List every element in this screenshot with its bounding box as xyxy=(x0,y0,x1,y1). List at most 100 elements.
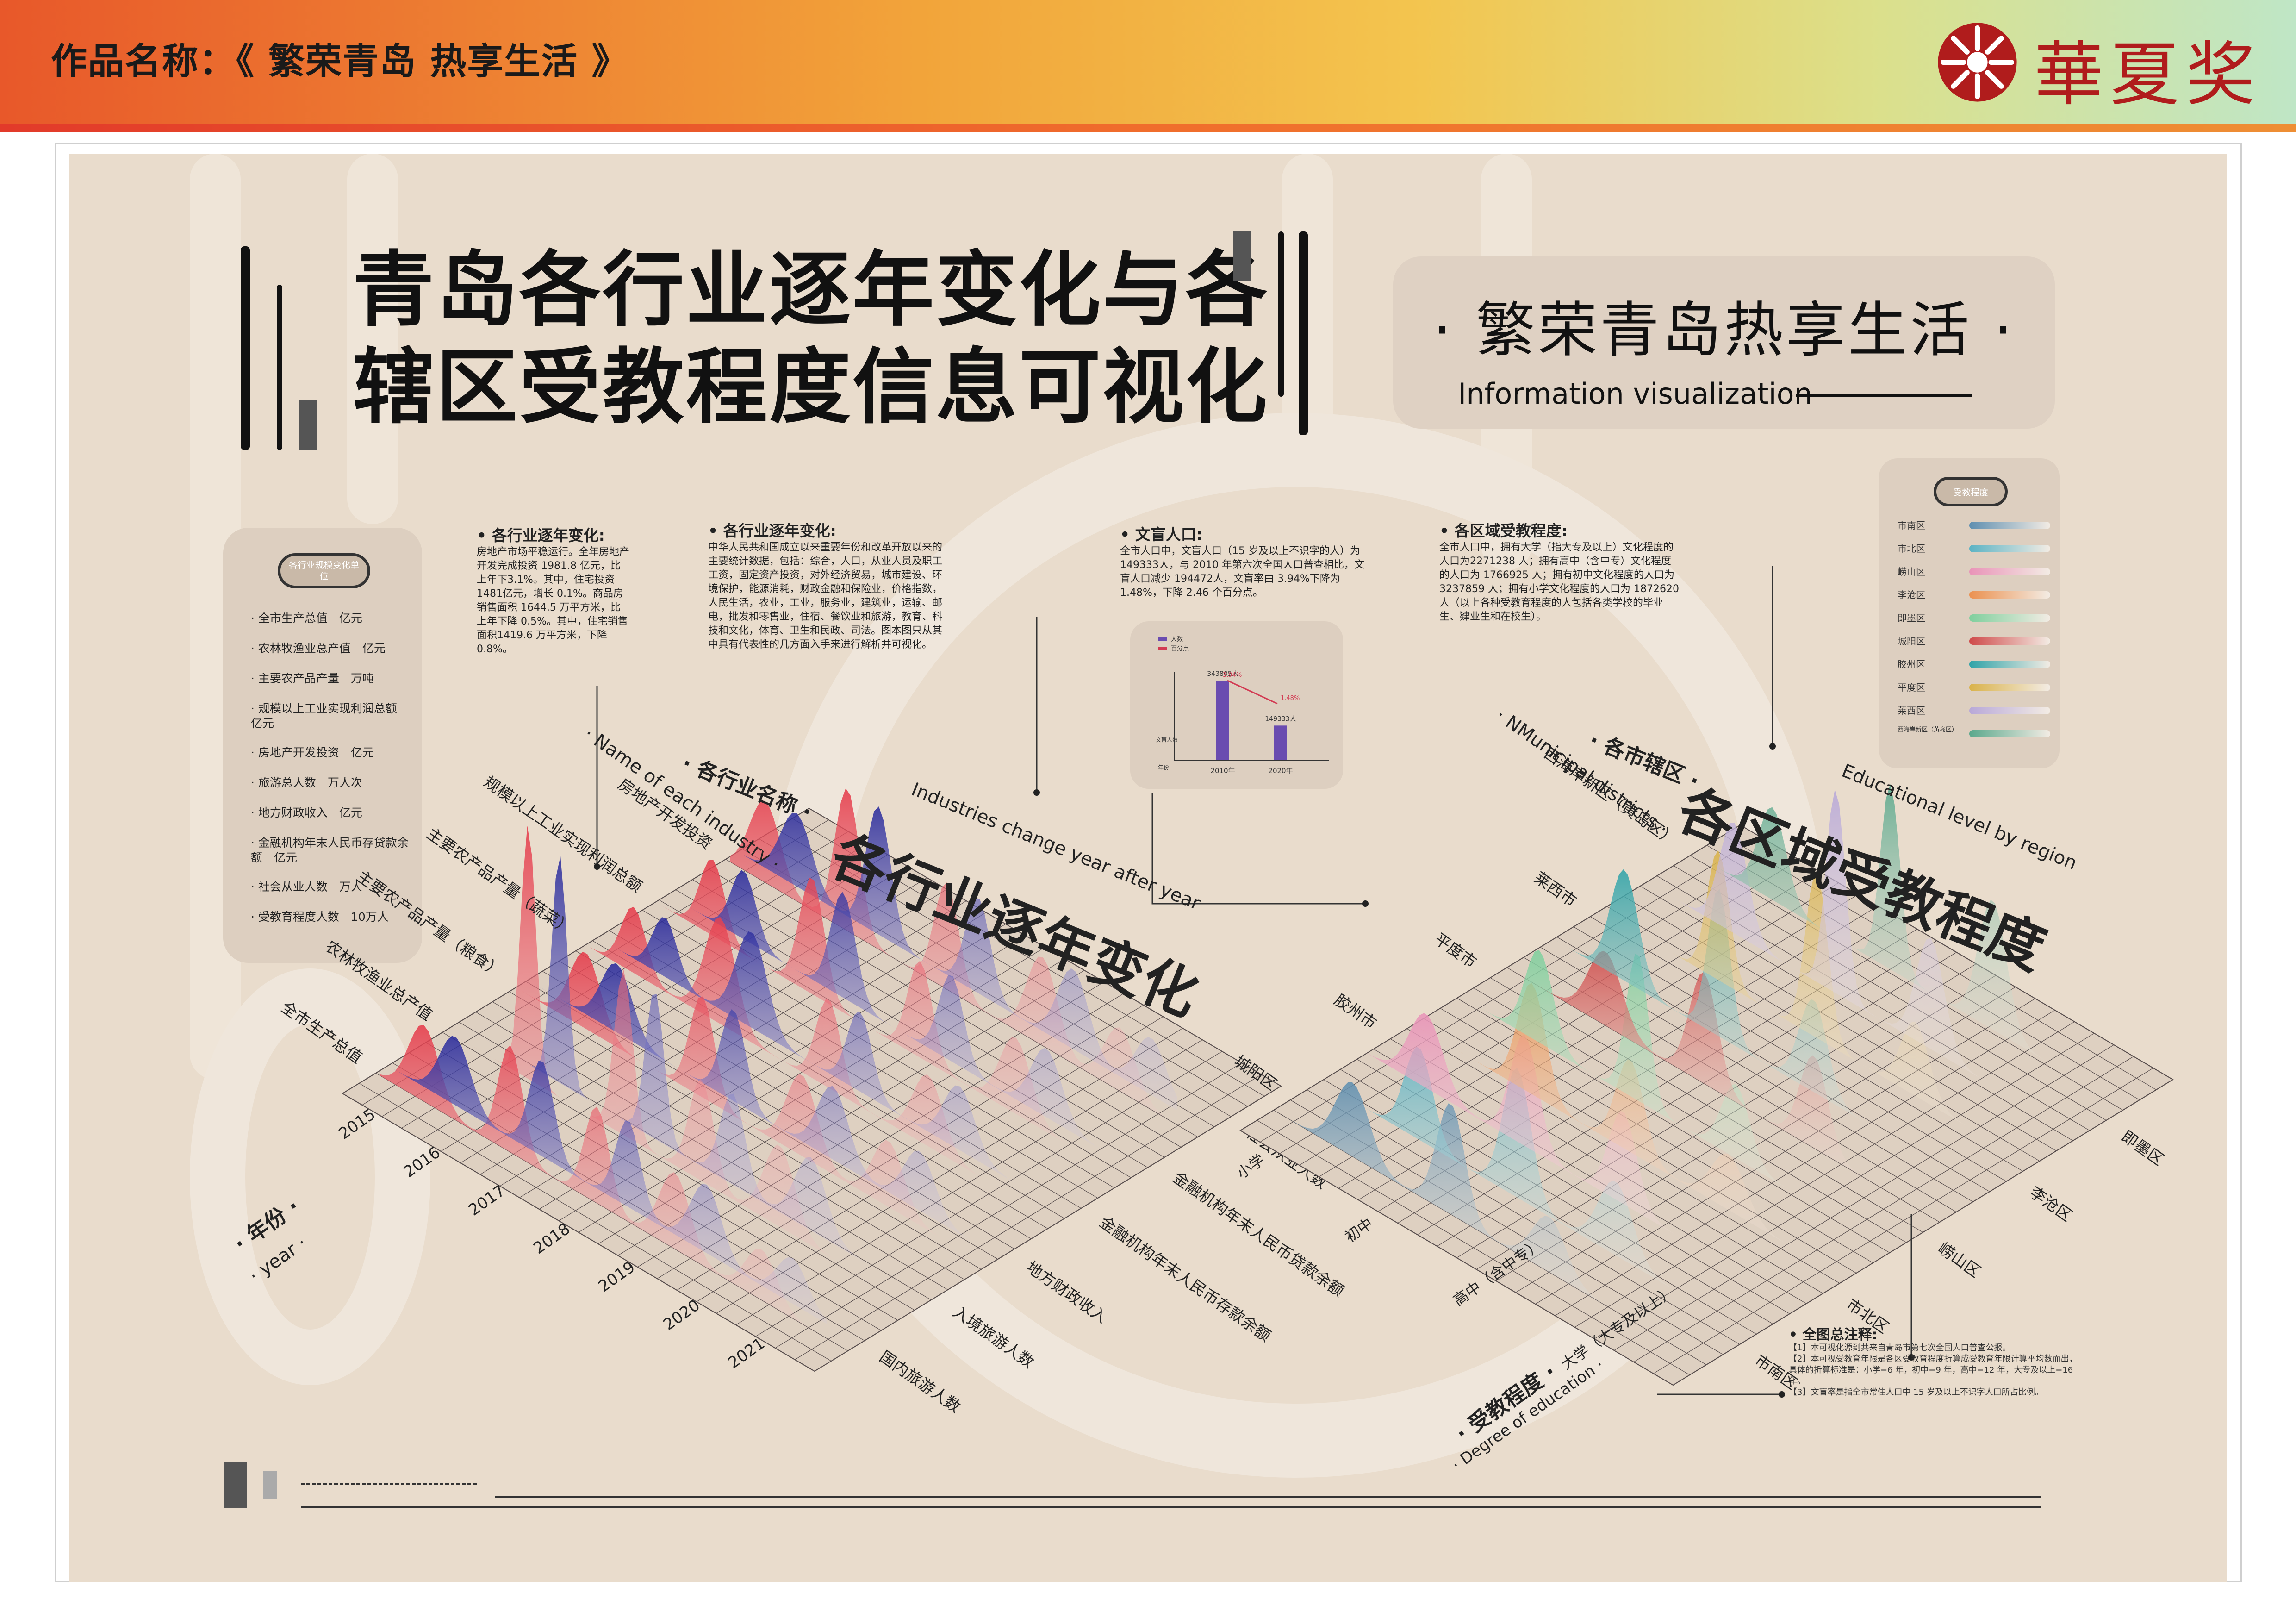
region-legend-name: 城阳区 xyxy=(1898,636,1925,647)
leader-dot xyxy=(1033,789,1040,796)
bar xyxy=(1274,725,1287,760)
region-legend-row: 即墨区 xyxy=(1898,609,2050,627)
education-ridge xyxy=(1600,850,1994,1142)
deco-stripe xyxy=(347,154,398,524)
info-title: 各行业逐年变化: xyxy=(477,528,629,543)
region-legend-name: 西海岸新区（黄岛区） xyxy=(1898,726,1958,733)
education-ridge xyxy=(1320,1047,1714,1313)
industry-col-label: 国内旅游人数 xyxy=(876,1348,964,1417)
industry-col-label: 入境旅游人数 xyxy=(949,1303,1037,1372)
industry-ridge xyxy=(394,1036,827,1324)
education-tick-label: 小学 xyxy=(1233,1151,1268,1182)
district-row-label: 莱西市 xyxy=(1531,868,1580,911)
poster: 青岛各行业逐年变化与各 辖区受教程度信息可视化 · 繁荣青岛热享生活 · Inf… xyxy=(69,154,2227,1582)
district-col-label: 李沧区 xyxy=(2026,1183,2075,1225)
region-legend-swatch xyxy=(1969,614,2050,622)
title-bar xyxy=(1299,231,1308,435)
industry-col-label: 地方财政收入 xyxy=(1023,1258,1111,1327)
subtitle-line xyxy=(1796,394,1972,397)
info-block-illiteracy: 文盲人口: 全市人口中，文盲人口（15 岁及以上不识字的人）为 149333人，… xyxy=(1120,527,1370,600)
info-text: 全市人口中，拥有大学（指大专及以上）文化程度的人口为2271238 人；拥有高中… xyxy=(1439,542,1679,623)
region-legend-name: 崂山区 xyxy=(1898,566,1925,577)
bar xyxy=(1216,681,1229,760)
region-legend-swatch xyxy=(1969,545,2050,552)
grid-line xyxy=(342,1093,815,1372)
legend-item: 房地产开发投资 亿元 xyxy=(251,745,417,760)
region-legend-row: 市南区 xyxy=(1898,516,2050,535)
tick-label: 2010年 xyxy=(1210,767,1235,775)
region-legend-row: 平度区 xyxy=(1898,678,2050,697)
data-label: 343805人 xyxy=(1207,670,1238,678)
banner-divider xyxy=(0,124,2296,132)
region-legend-swatch xyxy=(1969,707,2050,714)
region-legend-row: 胶州区 xyxy=(1898,655,2050,674)
region-legend-name: 即墨区 xyxy=(1898,612,1925,624)
industry-ridge xyxy=(604,917,1037,1196)
info-text: 房地产市场平稳运行。全年房地产开发完成投资 1981.8 亿元，比上年下3.1%… xyxy=(477,546,630,655)
grid-line xyxy=(1490,977,1923,1233)
leader-line xyxy=(1151,793,1365,905)
region-legend-name: 平度区 xyxy=(1898,682,1925,693)
info-text: 全市人口中，文盲人口（15 岁及以上不识字的人）为 149333人，与 2010… xyxy=(1120,545,1364,599)
title-bar xyxy=(1233,231,1251,281)
legend-label: 人数 xyxy=(1171,636,1183,643)
education-ridge xyxy=(1507,950,1900,1199)
region-legend-row: 崂山区 xyxy=(1898,562,2050,581)
x-axis-label: 年份 xyxy=(1158,764,1169,771)
rate-label: 3.94% xyxy=(1223,672,1242,679)
region-legend-swatch xyxy=(1969,661,2050,668)
region-legend-swatch xyxy=(1969,591,2050,599)
industry-ridge xyxy=(590,906,1023,1202)
industry-legend-panel: 各行业规模变化单位 全市生产总值 亿元 农林牧渔业总产值 亿元 主要农产品产量 … xyxy=(223,528,422,963)
region-legend-row: 城阳区 xyxy=(1898,632,2050,650)
grid-line xyxy=(1723,835,2157,1090)
info-title: 文盲人口: xyxy=(1120,527,1370,542)
info-block-industries: 各行业逐年变化: 中华人民共和国成立以来重要年份和改革开放以来的主要统计数据，包… xyxy=(708,523,949,652)
illiteracy-chart-panel: 人数 百分点 343805人 2010年 149333人 2020年 3.94% 1.48% 文… xyxy=(1130,621,1343,789)
region-legend-name: 莱西区 xyxy=(1898,705,1925,716)
grid-line xyxy=(1257,1120,1690,1375)
region-legend-swatch xyxy=(1969,684,2050,691)
title-bar xyxy=(1278,231,1284,397)
title-bar xyxy=(277,285,282,450)
logo-text: 華夏奖 xyxy=(2034,35,2262,115)
industry-row-label: 主要农产品产量（蔬菜） xyxy=(423,824,575,939)
main-title: 青岛各行业逐年变化与各 辖区受教程度信息可视化 xyxy=(353,242,1274,436)
rate-line xyxy=(1227,680,1278,705)
industry-row-label: 全市生产总值 xyxy=(278,998,366,1068)
region-legend-name: 市南区 xyxy=(1898,520,1925,531)
industry-ridge xyxy=(464,856,897,1281)
education-tick-label: 初中 xyxy=(1342,1214,1376,1246)
legend-item: 受教育程度人数 10万人 xyxy=(251,910,417,924)
education-ridge xyxy=(1367,1013,1761,1285)
region-legend-name: 市北区 xyxy=(1898,543,1925,554)
notes-block: 全图总注释: 【1】本可视化源到共来自青岛市第七次全国人口普查公报。 【2】本可… xyxy=(1789,1328,2085,1398)
region-legend-row: 李沧区 xyxy=(1898,586,2050,604)
subtitle: · 繁荣青岛热享生活 · xyxy=(1432,296,2016,365)
bottom-line xyxy=(495,1496,2041,1498)
tick-label: 2020年 xyxy=(1268,767,1293,775)
bottom-bar xyxy=(224,1462,247,1508)
grid-line xyxy=(1307,1089,1740,1345)
education-ridge xyxy=(1693,784,2087,1085)
industry-ridge xyxy=(660,860,1093,1160)
title-bar xyxy=(241,246,250,450)
huaxia-award-logo-icon xyxy=(1938,23,2017,102)
industry-row-label: 主要农产品产量（粮食） xyxy=(353,867,505,981)
legend-swatch-rate xyxy=(1158,647,1167,650)
main-title-line2: 辖区受教程度信息可视化 xyxy=(353,340,1269,435)
grid-line xyxy=(1740,824,2173,1080)
legend-item: 全市生产总值 亿元 xyxy=(251,611,417,626)
leader-dot xyxy=(1779,1391,1785,1398)
region-legend-swatch xyxy=(1969,522,2050,529)
industry-row-label: 农林牧渔业总产值 xyxy=(322,937,436,1024)
region-legend-swatch xyxy=(1969,730,2050,737)
legend-item: 规模以上工业实现利润总额 亿元 xyxy=(251,701,417,731)
bottom-dash-line xyxy=(301,1483,477,1485)
grid-line xyxy=(1690,855,2123,1111)
bottom-bar xyxy=(263,1471,277,1499)
leader-dot xyxy=(1769,743,1776,750)
subtitle-en: Information visualization xyxy=(1458,377,1812,411)
legend-item: 主要农产品产量 万吨 xyxy=(251,671,417,686)
